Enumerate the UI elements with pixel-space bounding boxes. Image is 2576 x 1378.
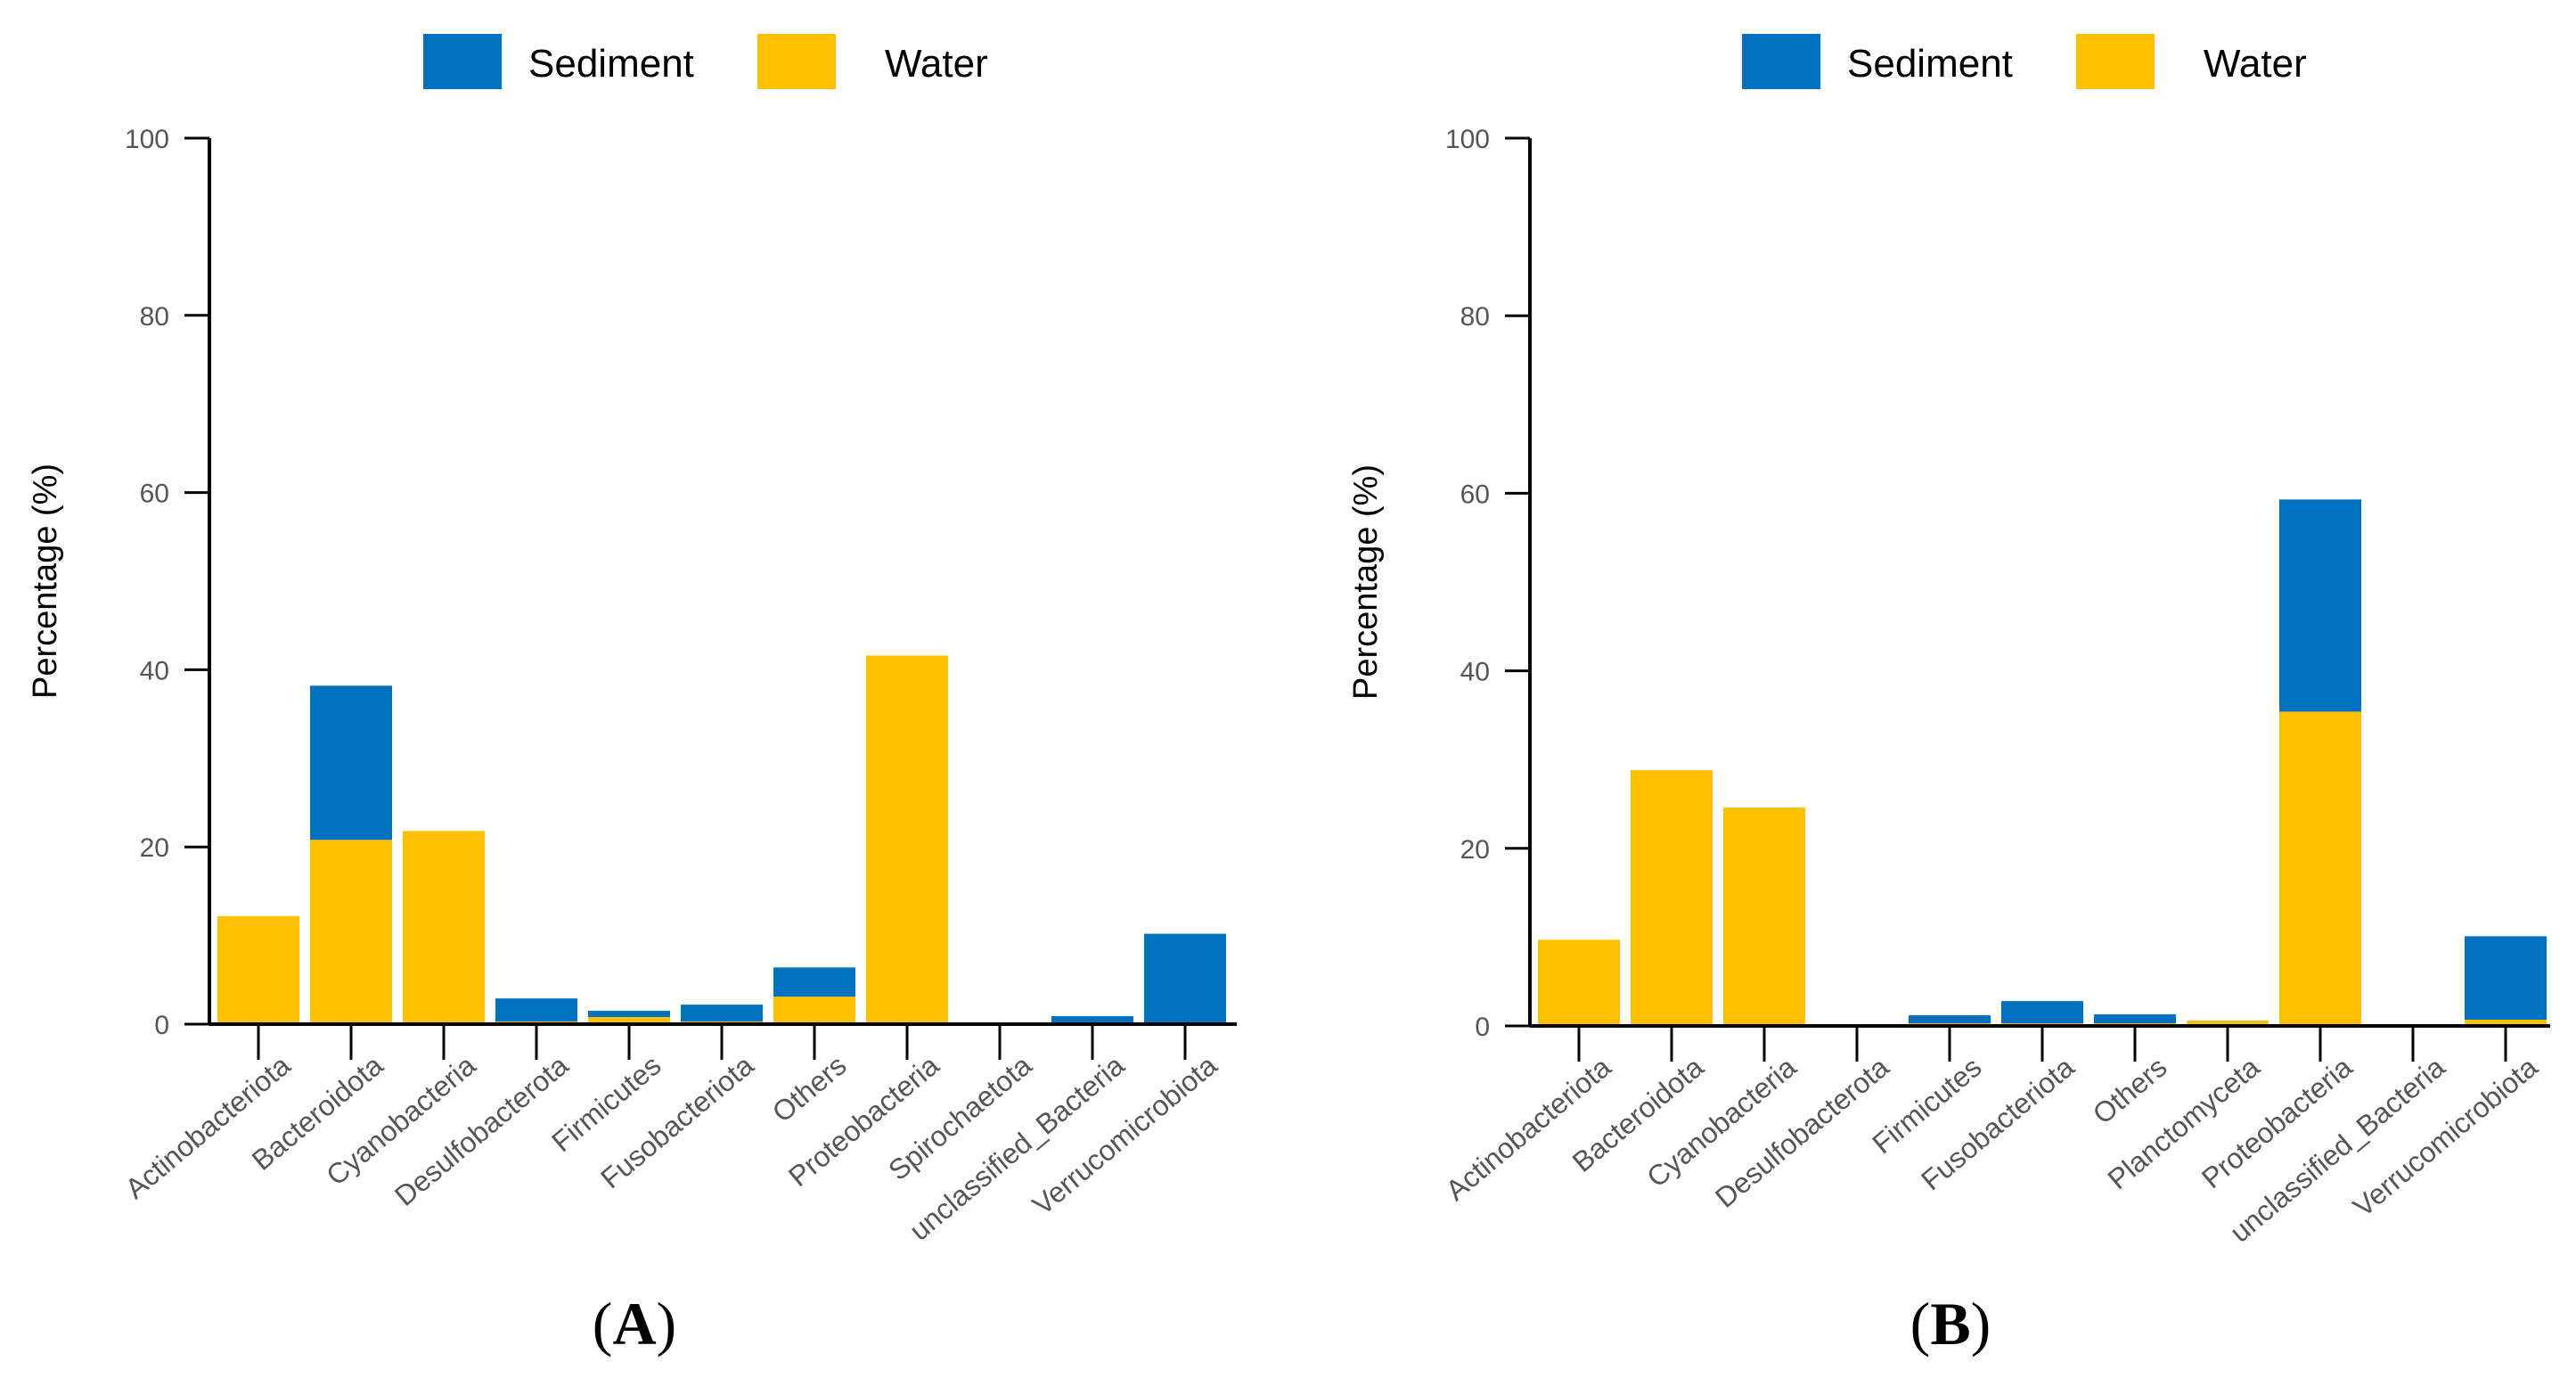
- chart-panel-b: Sediment WaterActinobacteriotaBacteroidot…: [1347, 34, 2550, 1357]
- bar-water-others: [773, 997, 855, 1024]
- x-tick-label: Others: [2087, 1051, 2173, 1130]
- legend-label-water: Water: [885, 42, 988, 86]
- y-tick-label: 100: [125, 125, 169, 154]
- x-tick-label: Actinobacteriota: [119, 1049, 297, 1205]
- bar-water-bacteroidota: [1631, 770, 1713, 1026]
- x-tick-label: Actinobacteriota: [1440, 1051, 1617, 1207]
- x-tick-label: Others: [766, 1049, 853, 1128]
- panel-label-open-paren: (: [593, 1290, 613, 1357]
- legend: Sediment Water: [423, 34, 988, 89]
- y-tick-label: 0: [154, 1011, 169, 1040]
- bar-sediment-verrucomicrobiota: [1144, 933, 1226, 1023]
- bar-sediment-proteobacteria: [2279, 499, 2361, 712]
- bar-sediment-desulfobacterota: [495, 998, 577, 1022]
- chart-panel-a: Sediment WaterActinobacteriotaBacteroidot…: [27, 34, 1237, 1357]
- panel-label-open-paren: (: [1910, 1290, 1931, 1357]
- legend: Sediment Water: [1742, 34, 2307, 89]
- y-axis-label: Percentage (%): [27, 463, 64, 699]
- bar-sediment-fusobacteriota: [2001, 1001, 2083, 1024]
- y-tick-label: 100: [1445, 125, 1490, 154]
- legend-swatch-sediment: [1742, 34, 1820, 89]
- legend-swatch-water: [757, 34, 836, 89]
- y-tick-label: 60: [140, 480, 169, 509]
- bar-water-cyanobacteria: [1723, 807, 1805, 1026]
- bar-water-planctomyceta: [2187, 1021, 2269, 1026]
- y-tick-label: 40: [1460, 658, 1490, 687]
- y-tick-label: 20: [1460, 835, 1490, 865]
- bar-water-bacteroidota: [310, 840, 392, 1024]
- bar-sediment-others: [773, 967, 855, 997]
- legend-swatch-water: [2076, 34, 2155, 89]
- legend-label-sediment: Sediment: [1847, 42, 2013, 86]
- y-tick-label: 40: [140, 656, 169, 685]
- x-tick-label: Desulfobacterota: [388, 1049, 575, 1212]
- panel-label: (B): [1910, 1290, 1991, 1357]
- bar-sediment-fusobacteriota: [681, 1005, 763, 1022]
- y-tick-label: 60: [1460, 480, 1490, 509]
- bar-water-actinobacteriota: [1538, 939, 1620, 1026]
- y-axis-label: Percentage (%): [1347, 464, 1385, 700]
- y-tick-label: 20: [140, 833, 169, 863]
- bar-sediment-firmicutes: [1909, 1015, 1991, 1024]
- x-tick-label: Desulfobacterota: [1709, 1051, 1895, 1214]
- bar-water-actinobacteriota: [217, 915, 299, 1024]
- panel-label-letter: B: [1930, 1290, 1970, 1357]
- legend-label-water: Water: [2204, 42, 2307, 86]
- bar-sediment-others: [2094, 1014, 2176, 1024]
- legend-label-sediment: Sediment: [528, 42, 694, 86]
- y-tick-label: 80: [1460, 302, 1490, 332]
- bar-water-verrucomicrobiota: [2465, 1020, 2547, 1026]
- bar-water-firmicutes: [588, 1017, 670, 1024]
- bar-water-cyanobacteria: [403, 831, 485, 1024]
- bar-water-proteobacteria: [866, 655, 948, 1024]
- bar-sediment-bacteroidota: [310, 685, 392, 841]
- panel-label: (A): [593, 1290, 676, 1357]
- bar-water-proteobacteria: [2279, 711, 2361, 1026]
- y-tick-label: 0: [1475, 1013, 1490, 1042]
- panel-label-letter: A: [612, 1290, 656, 1357]
- bar-sediment-unclassified_bacteria: [1051, 1016, 1133, 1023]
- panel-label-close-paren: ): [1971, 1290, 1991, 1357]
- bar-sediment-verrucomicrobiota: [2465, 936, 2547, 1021]
- bar-sediment-firmicutes: [588, 1011, 670, 1018]
- legend-swatch-sediment: [423, 34, 502, 89]
- panel-label-close-paren: ): [657, 1290, 677, 1357]
- y-tick-label: 80: [140, 302, 169, 332]
